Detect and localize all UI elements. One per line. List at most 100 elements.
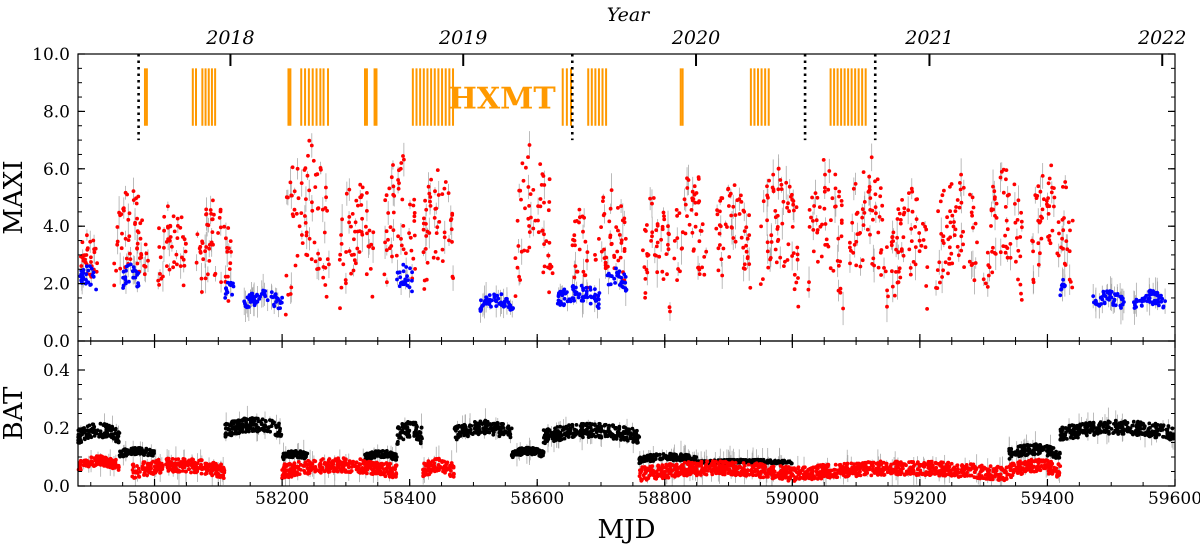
maxi-point-bright [218,207,223,212]
maxi-point-bright [935,268,940,272]
maxi-point-bright [210,217,214,222]
maxi-point-bright [1004,177,1008,182]
maxi-point-bright [771,172,776,177]
maxi-point-bright [309,143,314,148]
bat-point-high [549,434,554,439]
maxi-point-bright [115,239,120,244]
maxi-point-bright [585,258,589,263]
bat-point-high [270,418,274,423]
maxi-point-bright [839,203,844,208]
bat-point-high [1078,424,1083,428]
maxi-point-bright [79,264,84,268]
maxi-point-bright [773,209,778,213]
maxi-point-bright [836,236,841,241]
bat-point-high [1048,452,1053,456]
maxi-point-bright [726,187,730,192]
maxi-point-bright [450,274,455,279]
maxi-point-bright [178,225,183,230]
maxi-point-bright [854,239,859,244]
maxi-point-bright [135,241,140,246]
bat-point-high [227,431,232,436]
maxi-point-bright [1019,210,1023,215]
maxi-point-faint [1118,294,1122,299]
maxi-point-bright [961,185,966,190]
maxi-point-faint [1108,291,1113,296]
maxi-point-bright [780,221,785,226]
bat-point-high [83,428,87,433]
maxi-point-bright [739,193,743,198]
maxi-point-bright [225,246,229,250]
maxi-point-bright [825,242,830,247]
maxi-point-bright [349,224,353,229]
bat-point-high [664,454,669,458]
maxi-point-bright [648,196,652,201]
bat-point-high [406,429,411,434]
maxi-point-bright [744,243,748,248]
maxi-point-bright [423,198,427,203]
maxi-point-bright [360,193,364,198]
maxi-point-bright [1050,228,1055,233]
maxi-point-bright [1036,241,1041,246]
maxi-point-faint [1147,299,1152,304]
maxi-point-bright [992,189,997,194]
maxi-point-faint [257,297,262,301]
maxi-point-bright [89,255,93,260]
bat-point-high [511,450,515,454]
bat-point-high [1021,446,1026,451]
maxi-point-bright [1047,234,1052,238]
maxi-point-bright [813,191,818,196]
bat-point-high [259,422,264,427]
bat-point-high [277,421,281,426]
maxi-point-bright [123,236,128,241]
bat-point-low [112,464,116,468]
bat-point-high [1099,430,1103,434]
maxi-point-bright [1039,214,1043,219]
maxi-point-bright [337,257,342,262]
maxi-point-bright [449,227,454,232]
maxi-point-bright [661,277,666,281]
maxi-point-faint [269,294,274,299]
maxi-point-bright [529,215,533,220]
bat-point-high [632,439,636,443]
bat-point-high [394,455,399,459]
bat-point-high [245,417,250,422]
bat-point-high [1046,447,1051,452]
bat-point-high [617,427,622,431]
maxi-point-bright [794,205,799,210]
maxi-point-bright [990,249,994,254]
maxi-point-bright [622,247,627,251]
maxi-point-bright [365,231,369,236]
maxi-point-faint [622,272,627,277]
maxi-point-bright [841,306,845,311]
bat-point-high [394,458,399,462]
bat-point-high [396,439,400,444]
maxi-point-bright [352,252,356,257]
maxi-point-bright [310,208,315,213]
maxi-point-bright [735,198,740,203]
bat-point-high [627,427,632,432]
bat-point-high [283,454,288,459]
bat-point-low [102,459,106,464]
bat-point-high [1081,430,1086,435]
maxi-point-bright [890,235,895,240]
bat-point-high [671,458,676,463]
bat-point-high [90,430,95,434]
maxi-point-bright [80,240,85,245]
maxi-point-bright [517,188,522,193]
maxi-point-bright [359,230,364,234]
maxi-point-faint [502,301,507,306]
maxi-point-bright [399,243,404,248]
maxi-point-bright [171,265,176,270]
maxi-point-bright [885,245,889,250]
bat-point-high [518,450,523,455]
maxi-point-bright [386,211,391,215]
maxi-point-bright [548,262,552,267]
maxi-point-bright [352,258,357,263]
maxi-point-bright [171,214,176,219]
maxi-point-bright [775,227,780,231]
maxi-point-bright [854,263,859,268]
maxi-point-bright [742,209,747,214]
maxi-point-bright [550,271,555,276]
bat-point-high [527,446,532,451]
maxi-point-bright [321,265,326,269]
